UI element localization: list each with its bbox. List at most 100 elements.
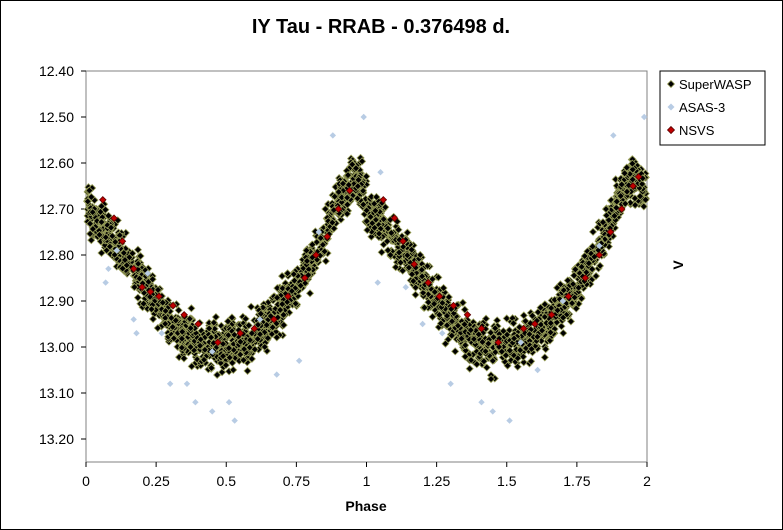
superwasp-point	[244, 321, 253, 330]
superwasp-point	[574, 283, 583, 292]
superwasp-point	[513, 354, 522, 363]
superwasp-point	[482, 363, 491, 372]
nsvs-point	[323, 232, 331, 241]
legend-marker	[666, 79, 676, 89]
superwasp-point	[149, 314, 158, 324]
superwasp-point	[224, 331, 233, 340]
superwasp-point	[329, 224, 339, 233]
superwasp-point	[218, 352, 228, 361]
nsvs-point	[449, 301, 458, 310]
superwasp-point	[540, 312, 549, 321]
superwasp-point	[97, 248, 106, 258]
superwasp-point	[225, 353, 234, 362]
y-tick-label: 12.70	[39, 201, 74, 217]
asas3-point	[105, 265, 112, 272]
superwasp-point	[330, 192, 339, 201]
superwasp-point	[247, 302, 256, 311]
asas3-point	[610, 132, 617, 139]
asas3-point	[517, 339, 524, 346]
superwasp-point	[174, 306, 183, 315]
asas3-point	[158, 330, 165, 337]
superwasp-point	[396, 258, 405, 267]
superwasp-point	[245, 336, 255, 345]
superwasp-point	[407, 245, 416, 254]
superwasp-point	[503, 361, 512, 370]
superwasp-point	[577, 262, 586, 271]
superwasp-point	[250, 345, 259, 354]
superwasp-point	[260, 342, 269, 351]
superwasp-point	[186, 324, 195, 333]
superwasp-point	[278, 272, 287, 281]
superwasp-point	[353, 182, 362, 191]
superwasp-point	[407, 270, 417, 279]
superwasp-point	[494, 342, 504, 351]
superwasp-point	[134, 259, 143, 268]
superwasp-point	[216, 359, 225, 368]
superwasp-point	[337, 198, 346, 207]
superwasp-point	[568, 299, 577, 308]
superwasp-point	[424, 298, 433, 307]
nsvs-point	[564, 292, 573, 301]
superwasp-point	[296, 281, 305, 290]
superwasp-point	[435, 310, 444, 319]
superwasp-point	[328, 218, 337, 227]
superwasp-point	[136, 251, 145, 261]
legend-marker	[667, 103, 675, 111]
superwasp-point	[478, 337, 487, 347]
asas3-point	[102, 279, 109, 286]
superwasp-point	[353, 194, 362, 203]
superwasp-point	[457, 334, 466, 343]
x-axis: 0 0.25 0.5 0.75 1 1.25 1.5 1.75 2	[82, 462, 651, 489]
superwasp-point	[354, 175, 363, 184]
legend-marker	[666, 125, 676, 135]
superwasp-point	[588, 227, 598, 236]
nsvs-point	[138, 283, 146, 291]
y-tick-label: 13.20	[39, 431, 74, 447]
superwasp-point	[428, 275, 437, 284]
superwasp-point	[588, 242, 597, 251]
legend: SuperWASP ASAS-3 NSVS	[659, 70, 766, 146]
superwasp-point	[403, 228, 412, 237]
x-tick-label: 0.25	[143, 473, 170, 489]
superwasp-point	[559, 329, 568, 338]
superwasp-point	[321, 257, 330, 266]
superwasp-point	[213, 370, 222, 380]
superwasp-point	[602, 211, 611, 220]
superwasp-point	[247, 354, 256, 363]
superwasp-point	[505, 346, 514, 355]
superwasp-point	[241, 314, 250, 323]
superwasp-point	[626, 198, 635, 207]
superwasp-point	[177, 334, 186, 343]
superwasp-point	[383, 237, 392, 246]
y-axis: 12.40 12.50 12.60 12.70 12.80 12.90 13.00 13.10…	[39, 63, 86, 447]
asas3-point	[209, 408, 216, 415]
superwasp-point	[358, 157, 367, 166]
asas3-point	[439, 330, 446, 337]
superwasp-point	[399, 242, 408, 251]
superwasp-point	[158, 298, 167, 307]
nsvs-point	[424, 278, 432, 287]
x-tick-label: 1	[363, 473, 371, 489]
y-tick-label: 12.90	[39, 293, 74, 309]
superwasp-point	[210, 324, 219, 333]
superwasp-point	[359, 200, 368, 209]
nsvs-point	[301, 274, 309, 282]
superwasp-point	[305, 289, 315, 298]
nsvs-point	[236, 329, 245, 337]
superwasp-point	[461, 352, 470, 361]
superwasp-point	[503, 330, 512, 339]
superwasp-point	[145, 292, 155, 301]
superwasp-point	[105, 242, 114, 251]
superwasp-point	[525, 330, 534, 339]
superwasp-point	[638, 179, 647, 189]
x-tick-label: 1.75	[563, 473, 590, 489]
superwasp-point	[636, 192, 645, 201]
nsvs-point	[155, 292, 163, 301]
superwasp-point	[273, 293, 282, 302]
superwasp-point	[87, 236, 96, 245]
superwasp-point	[616, 191, 625, 201]
superwasp-point	[253, 334, 262, 344]
superwasp-point	[447, 317, 457, 326]
x-tick-label: 0.75	[283, 473, 310, 489]
superwasp-point	[439, 283, 448, 293]
